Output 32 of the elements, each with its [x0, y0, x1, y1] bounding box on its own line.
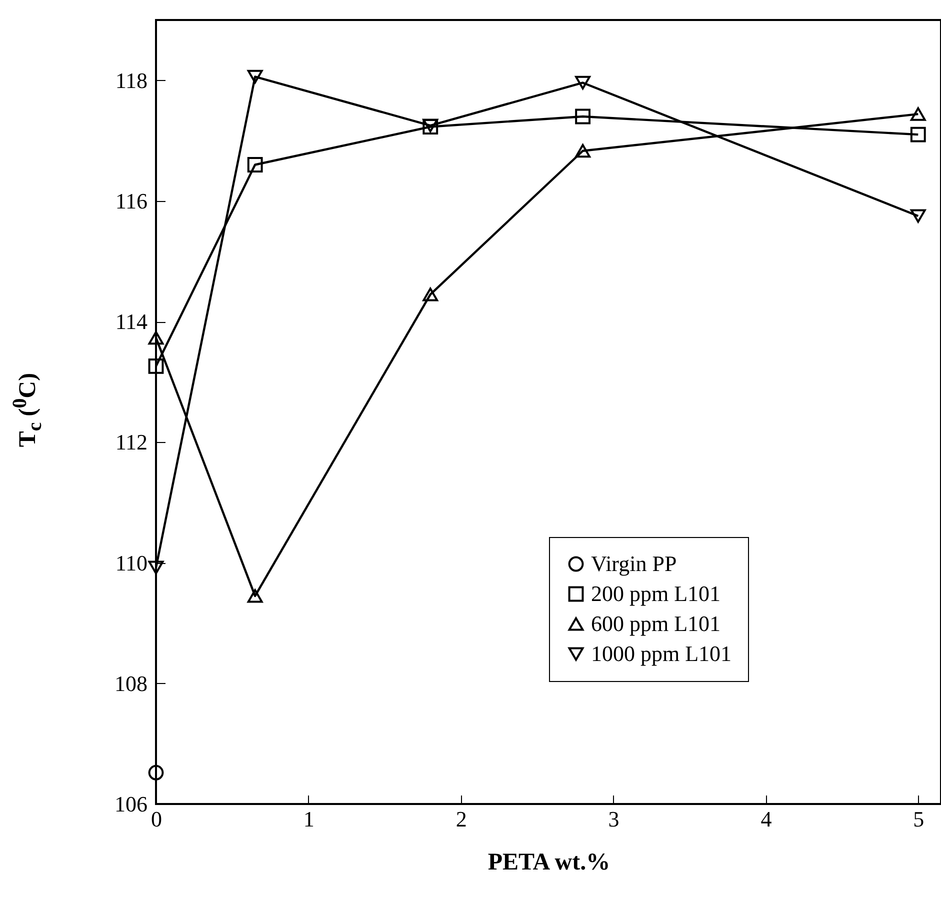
point [148, 358, 164, 374]
legend-label: 1000 ppm L101 [591, 641, 732, 666]
point [148, 331, 164, 345]
point [148, 764, 164, 780]
point [247, 157, 263, 172]
point [247, 70, 263, 84]
y-tick-label: 108 [114, 670, 148, 696]
legend-label: 600 ppm L101 [591, 611, 721, 636]
point [575, 144, 591, 158]
x-tick-label: 4 [760, 806, 772, 832]
point [575, 76, 591, 90]
y-tick-label: 106 [114, 792, 148, 816]
y-tick-label: 114 [115, 309, 148, 334]
point [575, 108, 591, 124]
x-tick-label: 1 [303, 806, 314, 832]
point [910, 126, 926, 142]
legend-label: 200 ppm L101 [591, 581, 721, 606]
x-tick-label: 3 [608, 806, 620, 832]
point [247, 589, 263, 603]
x-tick-label: 5 [913, 806, 924, 832]
y-tick-label: 110 [115, 550, 148, 576]
x-tick-label: 0 [151, 806, 162, 832]
y-tick-label: 112 [115, 430, 148, 455]
point [910, 107, 926, 121]
point [148, 560, 164, 574]
point [422, 288, 438, 302]
y-tick-label: 116 [115, 188, 148, 214]
point [910, 209, 926, 223]
x-tick-label: 2 [456, 806, 467, 832]
legend-label: Virgin PP [591, 551, 677, 576]
y-tick-label: 118 [115, 68, 148, 93]
x-axis-title: PETA wt.% [488, 850, 610, 876]
